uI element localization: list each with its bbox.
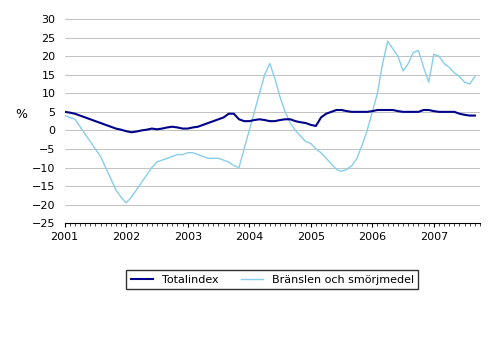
Totalindex <box>405 110 411 114</box>
Bränslen och smörjmedel <box>369 110 375 114</box>
Bränslen och smörjmedel <box>62 114 68 118</box>
Totalindex <box>441 110 447 114</box>
Totalindex <box>472 114 478 118</box>
Bränslen och smörjmedel <box>426 80 432 84</box>
Y-axis label: %: % <box>15 108 27 121</box>
Bränslen och smörjmedel <box>293 128 298 132</box>
Bränslen och smörjmedel <box>472 75 478 79</box>
Totalindex <box>62 110 68 114</box>
Bränslen och smörjmedel <box>385 39 391 43</box>
Totalindex <box>128 130 134 134</box>
Totalindex <box>293 119 298 123</box>
Totalindex <box>375 108 381 112</box>
Bränslen och smörjmedel <box>441 62 447 66</box>
Totalindex <box>426 108 432 112</box>
Line: Totalindex: Totalindex <box>65 110 475 132</box>
Bränslen och smörjmedel <box>323 156 329 160</box>
Bränslen och smörjmedel <box>405 62 411 66</box>
Line: Bränslen och smörjmedel: Bränslen och smörjmedel <box>65 41 475 203</box>
Totalindex <box>334 108 340 112</box>
Totalindex <box>323 111 329 116</box>
Legend: Totalindex, Bränslen och smörjmedel: Totalindex, Bränslen och smörjmedel <box>126 270 418 289</box>
Bränslen och smörjmedel <box>123 201 129 205</box>
